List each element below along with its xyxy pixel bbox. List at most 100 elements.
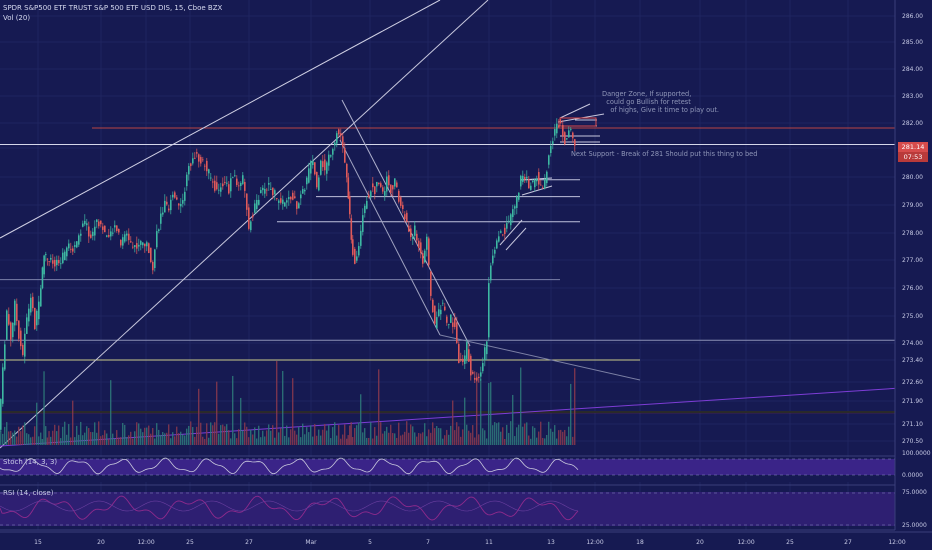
candle-body	[122, 237, 124, 246]
rsi-label[interactable]: RSI (14, close)	[3, 489, 54, 497]
candle-body	[458, 344, 460, 363]
candle-body	[386, 176, 388, 192]
volume-bar	[32, 436, 34, 445]
volume-bar	[230, 438, 232, 445]
candle-body	[570, 129, 572, 130]
candle-body	[560, 122, 562, 124]
candle-body	[296, 201, 298, 209]
candle-body	[76, 241, 78, 248]
candle-body	[512, 209, 514, 218]
candle-body	[120, 239, 122, 246]
volume-bar	[146, 427, 148, 445]
volume-bar	[68, 424, 70, 445]
candle-body	[50, 257, 52, 260]
volume-bar	[154, 438, 156, 445]
candle-body	[16, 303, 18, 321]
candle-body	[546, 171, 548, 184]
y-tick-label: 272.60	[902, 379, 923, 386]
candle-body	[202, 159, 204, 161]
volume-bar	[184, 435, 186, 445]
volume-bar	[378, 369, 380, 445]
candle-body	[492, 255, 494, 264]
candle-body	[270, 189, 272, 190]
volume-bar	[278, 432, 280, 445]
volume-bar	[568, 426, 570, 445]
volume-bar	[418, 433, 420, 445]
candle-body	[302, 189, 304, 194]
candle-body	[260, 190, 262, 194]
candle-body	[510, 214, 512, 226]
volume-bar	[506, 424, 508, 445]
volume-bar	[170, 438, 172, 445]
volume-bar	[482, 428, 484, 445]
x-tick-label: 5	[368, 539, 372, 546]
candle-body	[90, 234, 92, 238]
candle-body	[82, 223, 84, 227]
candle-body	[518, 192, 520, 200]
volume-bar	[424, 423, 426, 445]
volume-bar	[34, 426, 36, 445]
stoch-label[interactable]: Stoch (14, 3, 3)	[3, 458, 58, 466]
candle-body	[320, 160, 322, 175]
countdown-badge: 07:53	[898, 152, 928, 162]
volume-bar	[440, 428, 442, 445]
volume-bar	[182, 434, 184, 445]
volume-bar	[412, 426, 414, 445]
volume-bar	[194, 436, 196, 445]
volume-bar	[350, 422, 352, 445]
volume-bar	[136, 422, 138, 445]
danger-zone-annotation[interactable]: Danger Zone, If supported, could go Bull…	[602, 90, 720, 114]
candle-body	[520, 175, 522, 187]
volume-bar	[41, 438, 44, 445]
next-support-annotation[interactable]: Next Support - Break of 281 Should put t…	[571, 150, 758, 158]
volume-bar	[208, 437, 210, 445]
candle-body	[338, 129, 340, 135]
volume-bar	[546, 435, 548, 445]
candle-body	[204, 165, 206, 167]
candle-body	[396, 182, 398, 188]
volume-bar	[210, 422, 212, 445]
volume-bar	[218, 433, 220, 445]
candle-body	[572, 132, 574, 139]
candle-body	[380, 183, 382, 187]
volume-bar	[62, 426, 64, 445]
volume-bar	[312, 436, 314, 445]
candle-body	[178, 203, 180, 206]
volume-bar	[472, 425, 474, 445]
candle-body	[534, 179, 536, 188]
candle-body	[240, 182, 242, 187]
candle-body	[340, 133, 342, 136]
candle-body	[562, 125, 564, 137]
volume-bar	[26, 433, 28, 445]
volume-bar	[366, 437, 368, 445]
candle-body	[36, 310, 38, 326]
candle-body	[60, 263, 62, 265]
volume-bar	[2, 433, 4, 445]
candle-body	[28, 308, 30, 322]
candle-body	[504, 227, 506, 235]
candle-body	[349, 196, 351, 215]
volume-bar	[560, 429, 562, 445]
candle-body	[428, 238, 430, 265]
symbol-title[interactable]: SPDR S&P500 ETF TRUST S&P 500 ETF USD DI…	[3, 4, 223, 12]
candle-body	[264, 188, 266, 194]
volume-bar	[398, 422, 400, 445]
x-tick-label: 25	[786, 539, 794, 546]
candle-body	[2, 367, 4, 404]
candle-body	[188, 166, 190, 175]
volume-bar	[234, 433, 236, 445]
x-tick-label: 12:00	[888, 539, 905, 546]
y-tick-label: 275.00	[902, 313, 923, 320]
volume-indicator-label[interactable]: Vol (20)	[3, 14, 31, 22]
candle-body	[300, 194, 302, 199]
rsi-band	[0, 492, 895, 526]
candle-body	[38, 301, 40, 320]
volume-bar	[128, 435, 130, 445]
volume-bar	[492, 425, 494, 445]
volume-bar	[508, 432, 510, 445]
candle-body	[234, 175, 236, 177]
volume-bar	[294, 430, 296, 445]
candlesticks	[0, 118, 576, 432]
volume-bar	[484, 430, 486, 445]
